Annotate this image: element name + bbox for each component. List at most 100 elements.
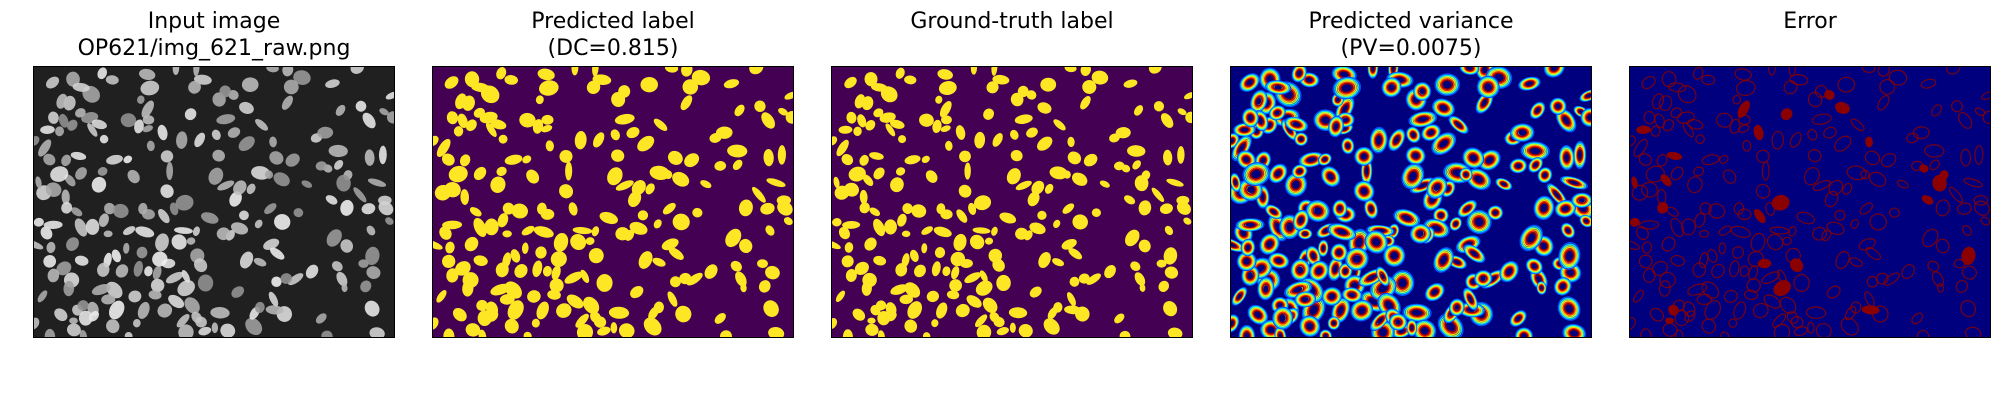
variance-ring	[1464, 149, 1482, 167]
error-boundary	[1973, 194, 1989, 206]
variance-core	[1540, 286, 1543, 290]
variance-core	[1527, 234, 1535, 242]
nucleus	[134, 119, 144, 134]
variance-core	[1333, 123, 1339, 130]
ground-truth-nucleus	[884, 219, 897, 235]
variance-ring	[1478, 273, 1489, 284]
ground-truth-nucleus	[895, 67, 905, 79]
variance-ring	[1239, 126, 1250, 133]
variance-core	[1310, 305, 1318, 315]
error-blob	[1737, 100, 1750, 118]
predicted-nucleus	[465, 323, 481, 337]
panel-error: Error	[1629, 0, 1991, 400]
error-boundary	[1641, 75, 1656, 90]
error-boundary	[1796, 211, 1816, 225]
variance-core	[1585, 93, 1591, 98]
ground-truth-nucleus	[904, 75, 917, 85]
nucleus	[184, 297, 200, 314]
variance-ring	[1434, 100, 1453, 116]
variance-ring	[1333, 246, 1345, 259]
predicted-nucleus	[684, 153, 700, 168]
variance-ring	[1252, 309, 1264, 321]
variance-ring	[1365, 201, 1377, 217]
variance-ring	[1552, 189, 1562, 200]
variance-ring	[1394, 209, 1419, 227]
error-boundary	[1981, 91, 1990, 101]
variance-ring	[1524, 230, 1538, 246]
ground-truth-nucleus	[992, 74, 1010, 85]
error-boundary	[1761, 271, 1781, 285]
ground-truth-nucleus	[1049, 166, 1068, 180]
nucleus	[135, 226, 155, 238]
error-boundary	[1723, 289, 1738, 303]
error-boundary	[1635, 226, 1649, 241]
variance-core	[1440, 256, 1447, 264]
variance-core	[1570, 330, 1578, 337]
nucleus	[66, 323, 81, 337]
ground-truth-nucleus	[1080, 95, 1091, 110]
title-line-2: OP621/img_621_raw.png	[77, 36, 351, 61]
predicted-nucleus	[692, 207, 703, 218]
variance-core	[1372, 238, 1380, 246]
ground-truth-nucleus	[996, 327, 1009, 336]
nucleus	[137, 95, 145, 104]
ground-truth-nucleus	[873, 255, 887, 266]
variance-ring	[1535, 198, 1552, 218]
ground-truth-nucleus	[1124, 195, 1136, 205]
variance-ring	[1414, 83, 1431, 100]
ground-truth-nucleus	[1184, 92, 1192, 100]
variance-ring	[1326, 171, 1336, 182]
error-boundary	[1834, 135, 1852, 152]
variance-ring	[1560, 204, 1571, 213]
ground-truth-nucleus	[838, 226, 851, 240]
variance-core	[1322, 157, 1327, 162]
ground-truth-nucleus	[861, 281, 872, 296]
variance-ring	[1366, 202, 1376, 216]
variance-ring	[1525, 258, 1543, 275]
variance-core	[1274, 85, 1283, 90]
variance-ring	[1328, 317, 1340, 330]
variance-core	[1260, 193, 1265, 201]
nucleus	[362, 112, 376, 129]
variance-ring	[1525, 144, 1545, 158]
variance-core	[1369, 206, 1374, 212]
predicted-nucleus	[735, 271, 747, 287]
predicted-nucleus	[559, 184, 574, 199]
variance-ring	[1392, 271, 1414, 295]
variance-ring	[1438, 254, 1449, 266]
ground-truth-nucleus	[1125, 229, 1140, 247]
variance-core	[1411, 132, 1416, 138]
variance-ring	[1296, 134, 1306, 144]
variance-ring	[1409, 130, 1418, 140]
ground-truth-nucleus	[904, 319, 918, 333]
nucleus	[341, 283, 348, 293]
ground-truth-nucleus	[844, 182, 859, 197]
variance-ring	[1333, 200, 1347, 217]
ground-truth-nucleus	[879, 112, 896, 123]
variance-ring	[1390, 315, 1406, 329]
variance-ring	[1554, 277, 1572, 296]
variance-ring	[1259, 191, 1266, 203]
ground-truth-nucleus	[836, 139, 849, 157]
nucleus	[194, 132, 206, 148]
variance-ring	[1253, 93, 1265, 109]
variance-ring	[1231, 319, 1235, 328]
variance-core	[1455, 122, 1462, 128]
variance-core	[1302, 297, 1309, 302]
variance-ring	[1302, 318, 1317, 334]
predicted-nucleus	[672, 171, 690, 187]
variance-core	[1337, 206, 1342, 212]
variance-ring	[1432, 133, 1455, 154]
error-boundary	[1807, 129, 1818, 141]
error-boundary	[1675, 329, 1684, 337]
variance-core	[1428, 130, 1434, 135]
variance-ring	[1513, 161, 1524, 171]
variance-ring	[1237, 218, 1263, 231]
error-boundary	[1844, 306, 1857, 321]
variance-ring	[1294, 133, 1308, 146]
variance-ring	[1482, 153, 1497, 168]
error-boundary	[1826, 285, 1841, 299]
error-boundary	[1955, 279, 1968, 293]
ground-truth-nucleus	[1114, 313, 1125, 324]
error-boundary	[1670, 166, 1684, 181]
